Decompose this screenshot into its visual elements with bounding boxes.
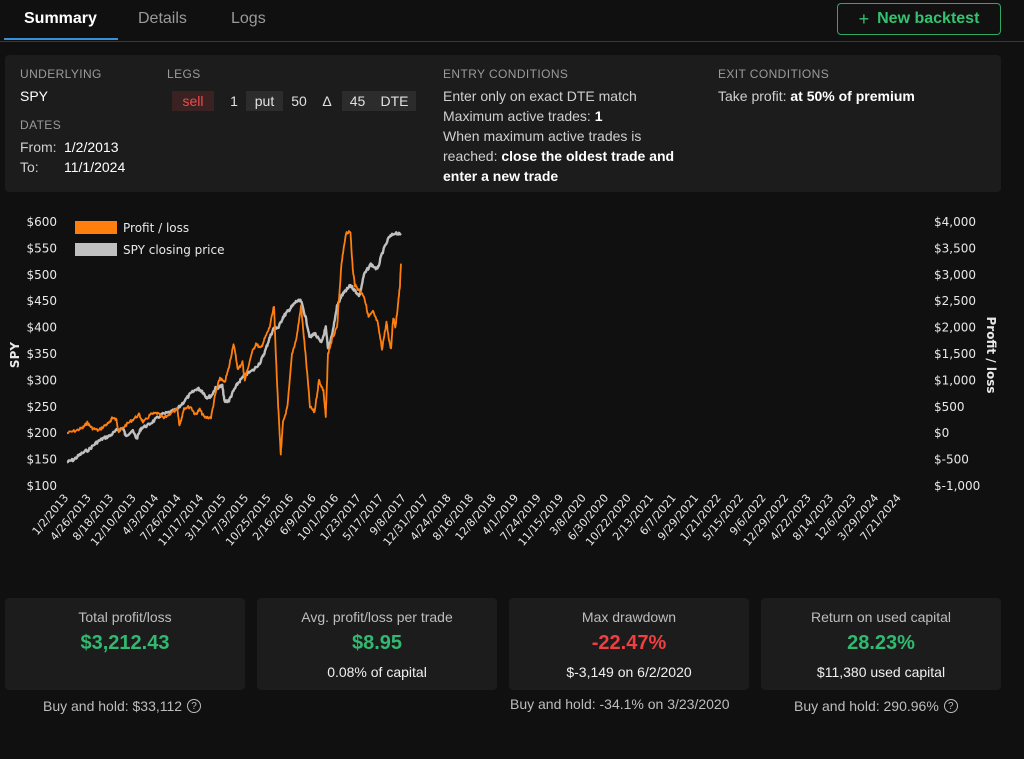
new-backtest-button[interactable]: + New backtest [837, 3, 1001, 35]
plus-icon: + [858, 8, 870, 29]
y-left-tick-label: $500 [26, 268, 57, 282]
legend-label-spy: SPY closing price [123, 243, 225, 257]
y-right-tick-label: $2,500 [934, 294, 976, 308]
tab-logs[interactable]: Logs [231, 10, 266, 27]
entry-line-4: reached: close the oldest trade and [443, 148, 675, 164]
y-right-tick-label: $3,000 [934, 268, 976, 282]
stat-title: Avg. profit/loss per trade [301, 609, 453, 625]
new-backtest-label: New backtest [877, 10, 980, 27]
stat-card-max-drawdown: Max drawdown -22.47% $-3,149 on 6/2/2020 [509, 598, 749, 690]
y-right-tick-label: $1,500 [934, 347, 976, 361]
from-value: 1/2/2013 [64, 139, 119, 155]
top-bar: Summary Details Logs + New backtest [0, 0, 1024, 42]
y-right-tick-label: $-500 [934, 453, 969, 467]
dates-label: DATES [20, 118, 62, 132]
exit-conditions-label: EXIT CONDITIONS [718, 67, 830, 81]
chart-svg: $100 $150 $200 $250 $300 $350 $400 $450 $500 $550… [8, 215, 998, 549]
entry-line-1: Enter only on exact DTE match [443, 88, 637, 104]
stat-card-return: Return on used capital 28.23% $11,380 us… [761, 598, 1001, 690]
backtest-config-panel: UNDERLYING SPY DATES From: 1/2/2013 To: … [5, 55, 1001, 192]
buy-hold-drawdown: Buy and hold: -34.1% on 3/23/2020 [510, 696, 730, 712]
y-left-tick-label: $600 [26, 215, 57, 229]
legend-swatch-pnl [75, 221, 117, 234]
active-tab-indicator [4, 38, 118, 40]
legend-label-pnl: Profit / loss [123, 221, 189, 235]
y-left-axis-title: SPY [8, 342, 22, 368]
stat-sub: $11,380 used capital [816, 664, 946, 680]
y-left-tick-label: $150 [26, 453, 57, 467]
buy-hold-return: Buy and hold: 290.96% ? [794, 698, 958, 714]
buy-hold-total: Buy and hold: $33,112 ? [43, 698, 202, 714]
stat-value: 28.23% [847, 632, 915, 654]
y-right-tick-label: $-1,000 [934, 479, 980, 493]
exit-condition: Take profit: at 50% of premium [718, 88, 915, 104]
y-right-tick-label: $0 [934, 426, 949, 440]
stat-sub: 0.08% of capital [327, 664, 427, 680]
stat-card-total-pnl: Total profit/loss $3,212.43 [5, 598, 245, 690]
stat-value: -22.47% [591, 632, 667, 654]
help-icon[interactable]: ? [187, 699, 202, 713]
y-left-tick-label: $100 [26, 479, 57, 493]
entry-line-3: When maximum active trades is [443, 128, 642, 144]
help-icon[interactable]: ? [943, 699, 958, 713]
y-left-tick-label: $400 [26, 321, 57, 335]
y-left-tick-label: $550 [26, 241, 57, 255]
underlying-value: SPY [20, 88, 49, 104]
pnl-line [66, 230, 402, 456]
stat-title: Total profit/loss [78, 609, 172, 625]
entry-line-2: Maximum active trades: 1 [443, 108, 603, 124]
tab-summary[interactable]: Summary [24, 10, 97, 27]
y-right-tick-label: $2,000 [934, 321, 976, 335]
stat-value: $8.95 [351, 632, 403, 654]
entry-line-5: enter a new trade [443, 168, 559, 184]
y-left-tick-label: $250 [26, 400, 57, 414]
legend-swatch-spy [75, 243, 117, 256]
y-right-tick-label: $500 [934, 400, 965, 414]
y-left-tick-label: $200 [26, 426, 57, 440]
leg-strike: 50 [291, 93, 307, 109]
from-label: From: [20, 139, 57, 155]
pnl-chart: $100 $150 $200 $250 $300 $350 $400 $450 $500 $550… [0, 200, 1024, 580]
y-right-tick-label: $1,000 [934, 373, 976, 387]
entry-conditions-label: ENTRY CONDITIONS [443, 67, 569, 81]
stat-value: $3,212.43 [80, 632, 170, 654]
stat-title: Return on used capital [810, 609, 952, 625]
to-label: To: [20, 159, 39, 175]
y-left-tick-label: $350 [26, 347, 57, 361]
leg-quantity: 1 [230, 93, 238, 109]
delta-icon: Δ [322, 93, 332, 109]
y-left-tick-label: $300 [26, 373, 57, 387]
leg-type: put [246, 91, 283, 111]
y-left-tick-label: $450 [26, 294, 57, 308]
stat-card-avg-pnl: Avg. profit/loss per trade $8.95 0.08% o… [257, 598, 497, 690]
stat-sub: $-3,149 on 6/2/2020 [566, 664, 692, 680]
y-right-tick-label: $4,000 [934, 215, 976, 229]
spy-price-line [66, 231, 402, 464]
to-value: 11/1/2024 [64, 159, 126, 175]
y-right-tick-label: $3,500 [934, 241, 976, 255]
leg-dte: 45 [342, 91, 373, 111]
leg-dte-label: DTE [373, 91, 416, 111]
stat-title: Max drawdown [581, 609, 677, 625]
tab-details[interactable]: Details [138, 10, 187, 27]
leg-action: sell [172, 91, 214, 111]
legs-label: LEGS [167, 67, 201, 81]
y-right-axis-title: Profit / loss [984, 317, 998, 394]
underlying-label: UNDERLYING [20, 67, 102, 81]
